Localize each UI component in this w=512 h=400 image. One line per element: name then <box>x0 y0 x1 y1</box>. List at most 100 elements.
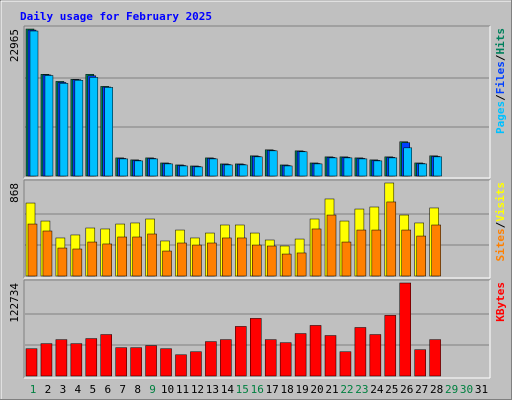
bar <box>162 250 172 277</box>
bar <box>281 253 292 277</box>
bar <box>72 248 83 277</box>
bar <box>339 351 352 377</box>
bar <box>55 339 68 377</box>
bar <box>25 348 38 377</box>
bar <box>44 75 54 177</box>
bar <box>371 229 382 277</box>
bar <box>268 150 278 177</box>
x-tick-label: 7 <box>119 383 126 396</box>
x-tick-label: 26 <box>400 383 413 396</box>
bar <box>87 241 98 277</box>
x-tick-label: 2 <box>45 383 52 396</box>
bar <box>235 326 247 377</box>
bar <box>160 348 172 377</box>
bar <box>399 282 411 377</box>
bar <box>388 157 398 177</box>
x-tick-label: 27 <box>415 383 428 396</box>
x-tick-label: 18 <box>281 383 294 396</box>
legend-separator: / <box>494 54 507 61</box>
x-tick-label: 16 <box>251 383 264 396</box>
bar <box>373 160 383 177</box>
bar <box>192 244 202 277</box>
bar <box>356 229 367 277</box>
x-tick-label: 19 <box>295 383 308 396</box>
bar <box>205 341 217 377</box>
bar <box>386 201 397 277</box>
bar <box>254 156 263 177</box>
x-tick-label: 22 <box>340 383 353 396</box>
bar <box>209 158 218 177</box>
x-tick-label: 25 <box>385 383 398 396</box>
bar <box>433 156 442 177</box>
bar <box>177 242 187 277</box>
bar <box>264 339 277 377</box>
x-tick-label: 11 <box>176 383 189 396</box>
legend-entry: Sites <box>494 228 507 261</box>
x-tick-label: 10 <box>161 383 174 396</box>
bar <box>117 236 127 277</box>
bar <box>85 338 98 377</box>
bar <box>343 157 353 177</box>
bar <box>119 158 128 177</box>
bar <box>431 224 441 277</box>
bar <box>250 318 262 377</box>
bar <box>324 335 337 377</box>
bar <box>429 339 441 377</box>
bar <box>418 163 427 177</box>
x-tick-label: 12 <box>191 383 204 396</box>
x-tick-label: 17 <box>266 383 279 396</box>
x-tick-label: 5 <box>89 383 96 396</box>
bar <box>298 151 308 177</box>
bar <box>115 347 127 377</box>
x-tick-label: 1 <box>30 383 37 396</box>
bar <box>313 163 323 177</box>
legend: Pages/Files/Hits <box>494 28 507 134</box>
x-tick-label: 28 <box>430 383 443 396</box>
bar <box>102 243 112 277</box>
bar <box>147 233 157 277</box>
legend-entry: Pages <box>494 101 507 134</box>
bar <box>104 87 113 177</box>
chart-title: Daily usage for February 2025 <box>20 10 212 23</box>
bar <box>384 315 397 377</box>
bar <box>224 164 233 177</box>
bar <box>29 30 39 177</box>
x-tick-label: 29 <box>445 383 458 396</box>
x-tick-label: 9 <box>149 383 156 396</box>
legend-entry: Files <box>494 61 507 94</box>
bar <box>27 223 38 277</box>
bar <box>296 252 307 277</box>
bar <box>252 244 262 277</box>
y-tick-label: 122734 <box>8 283 21 323</box>
bar <box>164 163 173 177</box>
x-tick-label: 4 <box>75 383 82 396</box>
bar <box>179 165 188 177</box>
bar <box>220 339 232 377</box>
legend: Sites/Visits <box>494 182 507 262</box>
x-tick-label: 8 <box>134 383 141 396</box>
bar <box>89 77 99 177</box>
bar <box>207 242 217 277</box>
bar <box>294 333 307 377</box>
x-tick-label: 15 <box>236 383 249 396</box>
bar <box>358 158 368 177</box>
bar <box>175 354 187 377</box>
bar <box>283 165 293 177</box>
bar <box>42 230 53 277</box>
bar <box>194 166 203 177</box>
bar <box>414 349 426 377</box>
legend-entry: KBytes <box>494 282 507 322</box>
bar <box>100 334 112 377</box>
bar <box>130 347 142 377</box>
bar <box>57 247 68 277</box>
x-tick-label: 13 <box>206 383 219 396</box>
bar <box>239 164 248 177</box>
bar <box>237 237 247 277</box>
bar <box>266 245 277 277</box>
legend-entry: Visits <box>494 182 507 222</box>
bar <box>190 351 202 377</box>
x-tick-label: 20 <box>310 383 323 396</box>
bar <box>341 241 352 277</box>
